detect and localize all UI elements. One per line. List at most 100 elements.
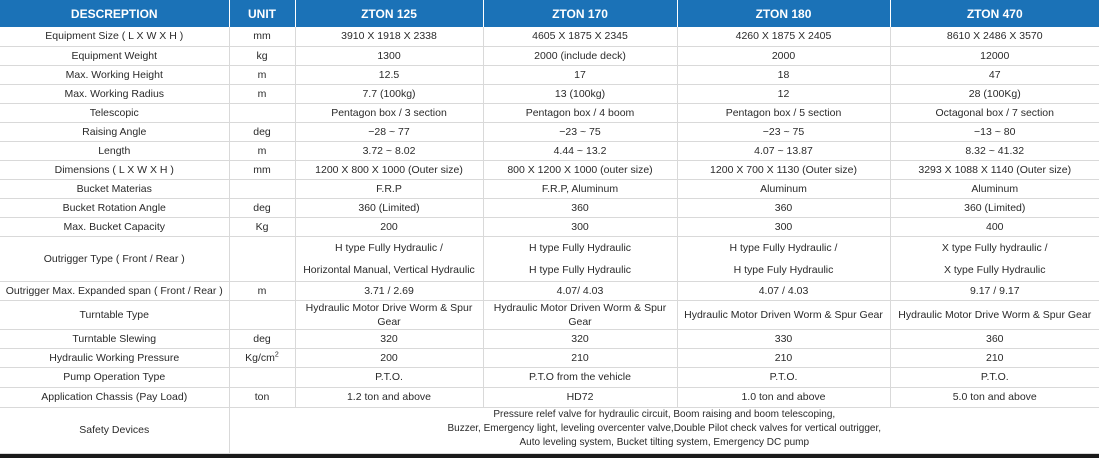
row-value: F.R.P [295, 179, 484, 199]
table-row: Max. Bucket Capacity Kg 200 300 300 400 [0, 217, 1099, 237]
row-value: 12000 [890, 46, 1099, 66]
row-value: 4.44 ~ 13.2 [483, 141, 678, 161]
row-value: X type Fully hydraulic / X type Fully Hyd… [890, 236, 1099, 282]
row-label: Hydraulic Working Pressure [0, 348, 230, 368]
row-value: 200 [295, 348, 484, 368]
row-value: 4260 X 1875 X 2405 [677, 27, 891, 47]
table-row: Bucket Materias F.R.P F.R.P, Aluminum Alumi… [0, 179, 1099, 199]
table-row: Raising Angle deg −28 ~ 77 −23 ~ 75 −23 ~ 75… [0, 122, 1099, 142]
row-value: 320 [295, 329, 484, 349]
row-value: 9.17 / 9.17 [890, 281, 1099, 301]
row-value: 1200 X 700 X 1130 (Outer size) [677, 160, 891, 180]
row-value: 7.7 (100kg) [295, 84, 484, 104]
row-value: −23 ~ 75 [483, 122, 678, 142]
row-label: Turntable Slewing [0, 329, 230, 349]
row-label: Safety Devices [0, 407, 230, 454]
row-unit: Kg/cm2 [229, 348, 296, 368]
row-value: 12.5 [295, 65, 484, 85]
row-value: 47 [890, 65, 1099, 85]
row-value-line: Horizontal Manual, Vertical Hydraulic [303, 263, 475, 276]
row-value: 360 (Limited) [295, 198, 484, 218]
row-value: Pentagon box / 5 section [677, 103, 891, 123]
col-header-unit: UNIT [229, 0, 296, 27]
row-unit [229, 367, 296, 388]
bottom-bar-cell [0, 453, 1099, 458]
row-unit: deg [229, 198, 296, 218]
row-value: −28 ~ 77 [295, 122, 484, 142]
row-value: 330 [677, 329, 891, 349]
row-label: Bucket Materias [0, 179, 230, 199]
row-unit: Kg [229, 217, 296, 237]
row-value-line: H type Fully Hydraulic [528, 241, 632, 254]
row-value: Aluminum [890, 179, 1099, 199]
row-value: −13 ~ 80 [890, 122, 1099, 142]
row-value: 4.07 ~ 13.87 [677, 141, 891, 161]
row-value: 4605 X 1875 X 2345 [483, 27, 678, 47]
row-label: Outrigger Type ( Front / Rear ) [0, 236, 230, 282]
col-header-model: ZTON 180 [677, 0, 891, 27]
unit-superscript: 2 [274, 351, 279, 358]
row-value: HD72 [483, 387, 678, 408]
row-value: 300 [677, 217, 891, 237]
row-unit: m [229, 141, 296, 161]
row-value-line: H type Fully Hydraulic / [729, 241, 838, 254]
row-value: 8.32 ~ 41.32 [890, 141, 1099, 161]
row-value: Pentagon box / 3 section [295, 103, 484, 123]
row-value: 4.07 / 4.03 [677, 281, 891, 301]
row-value: Aluminum [677, 179, 891, 199]
row-value: 2000 (include deck) [483, 46, 678, 66]
unit-text: Kg/cm [245, 351, 275, 364]
row-label: Application Chassis (Pay Load) [0, 387, 230, 408]
row-value: 5.0 ton and above [890, 387, 1099, 408]
row-value: 8610 X 2486 X 3570 [890, 27, 1099, 47]
table-row: Pump Operation Type P.T.O. P.T.O from the … [0, 367, 1099, 388]
row-value: 360 [483, 198, 678, 218]
row-value: 3.72 ~ 8.02 [295, 141, 484, 161]
row-label: Equipment Weight [0, 46, 230, 66]
row-unit [229, 179, 296, 199]
row-value: 300 [483, 217, 678, 237]
row-value: P.T.O from the vehicle [483, 367, 678, 388]
row-label: Outrigger Max. Expanded span ( Front / R… [0, 281, 230, 301]
table-row: Turntable Type Hydraulic Motor Drive Worm… [0, 300, 1099, 330]
row-value: H type Fully Hydraulic / Horizontal Manua… [295, 236, 484, 282]
col-header-model: ZTON 170 [483, 0, 678, 27]
row-unit: kg [229, 46, 296, 66]
table-row: Max. Working Height m 12.5 17 18 47 [0, 65, 1099, 85]
table-row: Dimensions ( L X W X H ) mm 1200 X 800 X 1… [0, 160, 1099, 180]
row-label: Equipment Size ( L X W X H ) [0, 27, 230, 47]
row-label: Max. Bucket Capacity [0, 217, 230, 237]
row-value: Pentagon box / 4 boom [483, 103, 678, 123]
row-value: 2000 [677, 46, 891, 66]
row-unit: ton [229, 387, 296, 408]
row-value-line: H type Fully Hydraulic / [335, 241, 443, 254]
table-row: Turntable Slewing deg 320 320 330 360 [0, 329, 1099, 349]
row-label: Max. Working Radius [0, 84, 230, 104]
safety-description: Pressure relef valve for hydraulic circu… [229, 407, 1099, 454]
row-value: P.T.O. [295, 367, 484, 388]
safety-line: Buzzer, Emergency light, leveling overce… [447, 422, 882, 434]
table-row: Outrigger Max. Expanded span ( Front / R… [0, 281, 1099, 301]
row-value: 360 [890, 329, 1099, 349]
row-unit: mm [229, 160, 296, 180]
row-unit [229, 103, 296, 123]
row-value: Octagonal box / 7 section [890, 103, 1099, 123]
row-value: 210 [890, 348, 1099, 368]
row-label: Raising Angle [0, 122, 230, 142]
safety-line: Pressure relef valve for hydraulic circu… [493, 408, 836, 420]
row-label: Pump Operation Type [0, 367, 230, 388]
row-value: 1.2 ton and above [295, 387, 484, 408]
row-value: P.T.O. [677, 367, 891, 388]
spec-body: Equipment Size ( L X W X H ) mm 3910 X 191… [0, 27, 1099, 458]
bottom-bar [0, 453, 1099, 458]
table-row: Length m 3.72 ~ 8.02 4.44 ~ 13.2 4.07 ~ 13.8… [0, 141, 1099, 161]
table-row: Equipment Weight kg 1300 2000 (include deck… [0, 46, 1099, 66]
table-row: Application Chassis (Pay Load) ton 1.2 ton… [0, 387, 1099, 408]
row-unit: m [229, 281, 296, 301]
row-value: F.R.P, Aluminum [483, 179, 678, 199]
row-unit: mm [229, 27, 296, 47]
row-value: H type Fully Hydraulic H type Fully Hydra… [483, 236, 678, 282]
row-value: 400 [890, 217, 1099, 237]
col-header-model: ZTON 470 [890, 0, 1099, 27]
